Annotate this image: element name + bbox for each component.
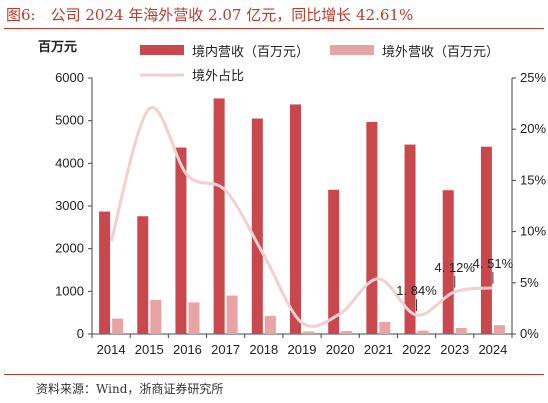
legend-swatch-overseas <box>330 45 374 55</box>
bar-overseas-revenue <box>264 316 276 334</box>
left-axis-unit-label: 百万元 <box>38 40 78 55</box>
bar-overseas-revenue <box>150 299 162 334</box>
x-tick-label: 2017 <box>211 342 240 357</box>
bar-domestic-revenue <box>175 147 187 334</box>
left-tick-label: 4000 <box>55 155 84 170</box>
right-tick-label: 0% <box>520 326 539 341</box>
x-tick-label: 2024 <box>478 342 507 357</box>
x-tick-label: 2016 <box>173 342 202 357</box>
left-tick-label: 3000 <box>55 198 84 213</box>
x-tick-label: 2019 <box>288 342 317 357</box>
bar-overseas-revenue <box>303 331 314 334</box>
bar-domestic-revenue <box>480 146 492 334</box>
line-overseas-share <box>109 105 494 328</box>
bar-domestic-revenue <box>213 98 225 334</box>
right-tick-label: 10% <box>520 224 546 239</box>
legend-label-overseas: 境外营收（百万元） <box>382 45 499 60</box>
bar-domestic-revenue <box>366 121 378 335</box>
chart-title: 图6: 公司 2024 年海外营收 2.07 亿元，同比增长 42.61% <box>6 6 414 24</box>
bar-domestic-revenue <box>99 211 111 334</box>
left-tick-label: 0 <box>77 326 84 341</box>
footer-rule <box>4 374 544 375</box>
bar-domestic-revenue <box>251 118 263 335</box>
bar-domestic-revenue <box>137 216 149 334</box>
right-tick-label: 25% <box>520 70 546 85</box>
data-label-overseas-share: 4. 12% <box>434 260 475 275</box>
title-rule <box>4 28 544 29</box>
right-tick-label: 5% <box>520 275 539 290</box>
x-tick-label: 2023 <box>440 342 469 357</box>
right-tick-label: 20% <box>520 121 546 136</box>
bar-overseas-revenue <box>341 331 353 334</box>
left-tick-label: 5000 <box>55 113 84 128</box>
data-label-overseas-share: 4. 51% <box>473 256 514 271</box>
bar-domestic-revenue <box>328 189 340 334</box>
x-tick-label: 2020 <box>326 342 355 357</box>
x-tick-label: 2021 <box>364 342 393 357</box>
left-tick-label: 2000 <box>55 241 84 256</box>
x-tick-label: 2018 <box>249 342 278 357</box>
data-label-overseas-share: 1. 84% <box>396 283 437 298</box>
bar-domestic-revenue <box>442 190 454 334</box>
right-tick-label: 15% <box>520 172 546 187</box>
bar-overseas-revenue <box>379 322 391 334</box>
x-tick-label: 2014 <box>97 342 126 357</box>
bar-domestic-revenue <box>404 144 416 334</box>
bar-overseas-revenue <box>417 330 429 334</box>
x-tick-label: 2015 <box>135 342 164 357</box>
bar-overseas-revenue <box>112 318 124 334</box>
bar-overseas-revenue <box>493 325 505 334</box>
bar-overseas-revenue <box>226 295 238 334</box>
legend-label-domestic: 境内营收（百万元） <box>192 44 309 60</box>
left-tick-label: 6000 <box>55 70 84 85</box>
bar-overseas-revenue <box>455 328 467 334</box>
left-tick-label: 1000 <box>55 283 84 298</box>
legend-swatch-domestic <box>140 45 184 55</box>
bar-domestic-revenue <box>290 104 301 334</box>
bar-overseas-revenue <box>188 302 200 334</box>
x-tick-label: 2022 <box>402 342 431 357</box>
source-note: 资料来源：Wind，浙商证券研究所 <box>36 382 224 396</box>
legend-label-share: 境外占比 <box>192 69 244 84</box>
